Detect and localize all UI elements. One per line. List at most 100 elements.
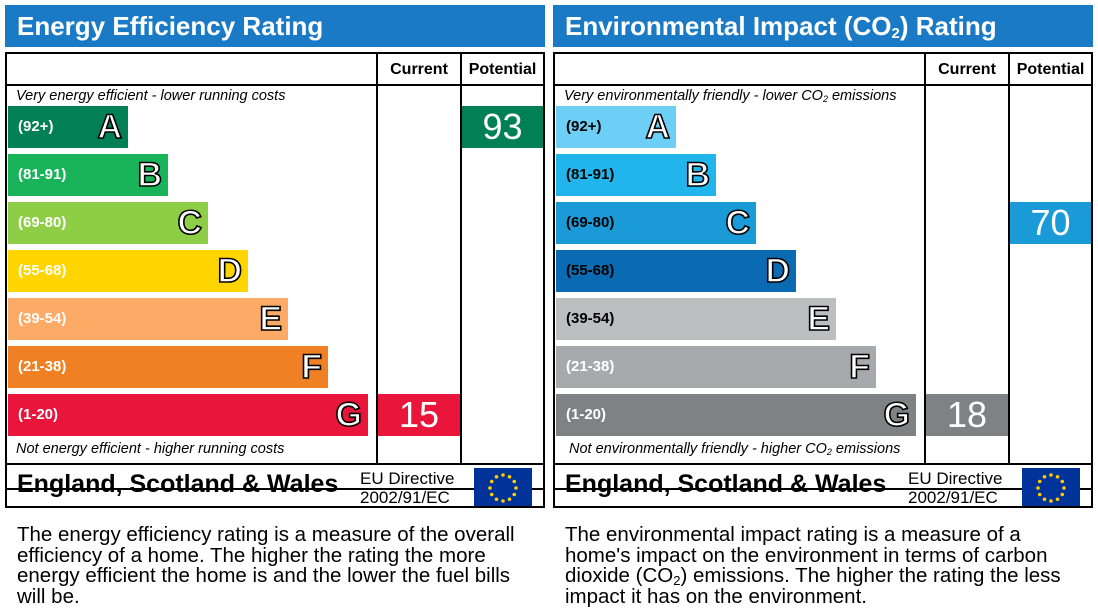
title-text: Environmental Impact (CO (565, 11, 892, 41)
eu-flag-icon (1022, 468, 1080, 508)
flag-star (507, 474, 512, 479)
divider (1008, 54, 1010, 465)
potential-rating-marker: 70 (1010, 202, 1091, 244)
caption-text-end: emissions (827, 88, 897, 104)
environmental-impact-panel: Environmental Impact (CO2) Rating Curren… (553, 5, 1093, 613)
band-letter: D (765, 251, 791, 291)
region-label: England, Scotland & Wales (17, 470, 339, 498)
band-range-label: (92+) (18, 118, 54, 135)
flag-star (507, 497, 512, 502)
band-letter: C (725, 203, 751, 243)
flag-star (514, 486, 518, 490)
band-range-label: (1-20) (566, 406, 607, 423)
band-range-label: (21-38) (18, 358, 67, 375)
current-column-header: Current (938, 61, 996, 78)
directive-line2: 2002/91/EC (908, 488, 998, 507)
rating-band-b: (81-91) B (8, 154, 168, 196)
divider (376, 54, 378, 465)
description-text: The environmental impact rating is a mea… (565, 523, 1048, 587)
directive-line1: EU Directive (908, 469, 1003, 488)
flag-star (494, 497, 499, 502)
caption-subscript: 2 (822, 94, 828, 104)
potential-rating-marker: 93 (462, 106, 543, 148)
current-rating-marker: 15 (378, 394, 460, 436)
divider (555, 463, 1091, 465)
environment-chart-frame: Current Potential Very environmentally f… (553, 52, 1093, 490)
flag-star (1055, 497, 1060, 502)
environment-footer-box (553, 462, 1093, 508)
top-caption: Very energy efficient - lower running co… (16, 88, 286, 104)
band-letter: B (685, 155, 711, 195)
caption-text: Not environmentally friendly - higher CO (569, 441, 827, 457)
flag-star (1049, 473, 1053, 477)
energy-description: The energy efficiency rating is a measur… (17, 523, 515, 608)
band-letter: A (645, 107, 671, 147)
flag-star (1037, 479, 1042, 484)
rating-band-g: (1-20) G (8, 394, 368, 436)
flag-star (1042, 497, 1047, 502)
flag-star (1036, 486, 1040, 490)
energy-efficiency-panel: Energy Efficiency Rating Current Potenti… (5, 5, 545, 613)
directive-label: EU Directive 2002/91/EC (360, 469, 454, 507)
band-letter: E (807, 299, 831, 339)
flag-star (512, 479, 517, 484)
band-letter: F (848, 347, 870, 387)
title-subscript: 2 (891, 25, 900, 42)
flag-star (489, 479, 494, 484)
band-letter: D (217, 251, 243, 291)
directive-line2: 2002/91/EC (360, 488, 450, 507)
band-range-label: (81-91) (566, 166, 615, 183)
flag-star (1060, 492, 1065, 497)
current-rating-marker: 18 (926, 394, 1008, 436)
band-letter: B (137, 155, 163, 195)
current-column-header: Current (390, 61, 448, 78)
band-letter: G (883, 395, 911, 435)
flag-star (1062, 486, 1066, 490)
divider (924, 54, 926, 465)
divider (7, 463, 543, 465)
rating-band-e: (39-54) E (8, 298, 288, 340)
rating-band-d: (55-68) D (556, 250, 796, 292)
flag-star (501, 473, 505, 477)
flag-star (512, 492, 517, 497)
flag-star (488, 486, 492, 490)
band-letter: E (259, 299, 283, 339)
flag-star (1037, 492, 1042, 497)
top-caption: Very environmentally friendly - lower CO… (564, 88, 896, 104)
rating-band-a: (92+) A (556, 106, 676, 148)
rating-band-a: (92+) A (8, 106, 128, 148)
energy-chart-frame: Current Potential Very energy efficient … (5, 52, 545, 490)
bottom-caption: Not energy efficient - higher running co… (16, 441, 285, 457)
divider (7, 84, 543, 86)
environment-description: The environmental impact rating is a mea… (565, 523, 1085, 608)
flag-star (1049, 499, 1053, 503)
rating-band-c: (69-80) C (8, 202, 208, 244)
flag-star (501, 499, 505, 503)
rating-band-f: (21-38) F (8, 346, 328, 388)
rating-band-c: (69-80) C (556, 202, 756, 244)
flag-star (489, 492, 494, 497)
rating-band-f: (21-38) F (556, 346, 876, 388)
rating-band-b: (81-91) B (556, 154, 716, 196)
band-range-label: (55-68) (18, 262, 67, 279)
band-range-label: (21-38) (566, 358, 615, 375)
band-range-label: (1-20) (18, 406, 59, 423)
caption-text-end: emissions (831, 441, 901, 457)
region-label: England, Scotland & Wales (565, 470, 887, 498)
flag-star (1060, 479, 1065, 484)
eu-flag-icon (474, 468, 532, 508)
band-range-label: (55-68) (566, 262, 615, 279)
flag-star (494, 474, 499, 479)
flag-star (1055, 474, 1060, 479)
bottom-caption: Not environmentally friendly - higher CO… (569, 441, 900, 457)
description-text-end: ) emissions. The higher the rating the l… (565, 564, 1061, 608)
band-letter: G (335, 395, 363, 435)
energy-title: Energy Efficiency Rating (5, 5, 545, 47)
flag-star (1042, 474, 1047, 479)
band-letter: F (300, 347, 322, 387)
band-range-label: (69-80) (566, 214, 615, 231)
description-subscript: 2 (673, 573, 681, 588)
potential-column-header: Potential (1016, 61, 1085, 78)
directive-line1: EU Directive (360, 469, 455, 488)
band-range-label: (81-91) (18, 166, 67, 183)
